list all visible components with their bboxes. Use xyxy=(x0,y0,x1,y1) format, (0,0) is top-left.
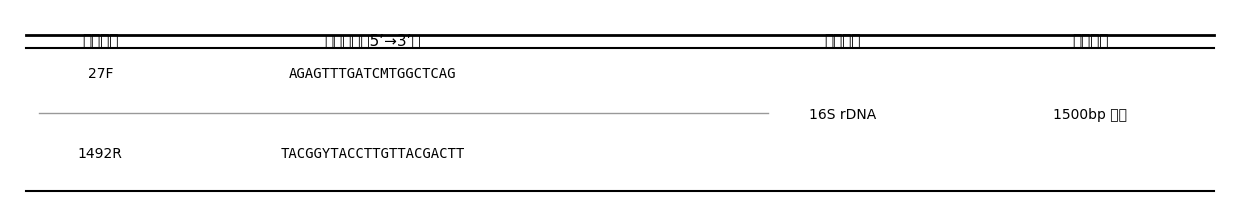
Text: 扩增序列: 扩增序列 xyxy=(825,33,861,48)
Text: 27F: 27F xyxy=(88,67,113,81)
Text: AGAGTTTGATCMTGGCTCAG: AGAGTTTGATCMTGGCTCAG xyxy=(289,67,456,81)
Text: 1500bp 左右: 1500bp 左右 xyxy=(1053,108,1127,122)
Text: 1492R: 1492R xyxy=(78,147,123,161)
Text: 引物序列（5’→3’）: 引物序列（5’→3’） xyxy=(324,33,420,48)
Text: 引物名称: 引物名称 xyxy=(82,33,119,48)
Text: TACGGYTACCTTGTTACGACTT: TACGGYTACCTTGTTACGACTT xyxy=(280,147,465,161)
Text: 16S rDNA: 16S rDNA xyxy=(808,108,877,122)
Text: 扩增长度: 扩增长度 xyxy=(1071,33,1109,48)
